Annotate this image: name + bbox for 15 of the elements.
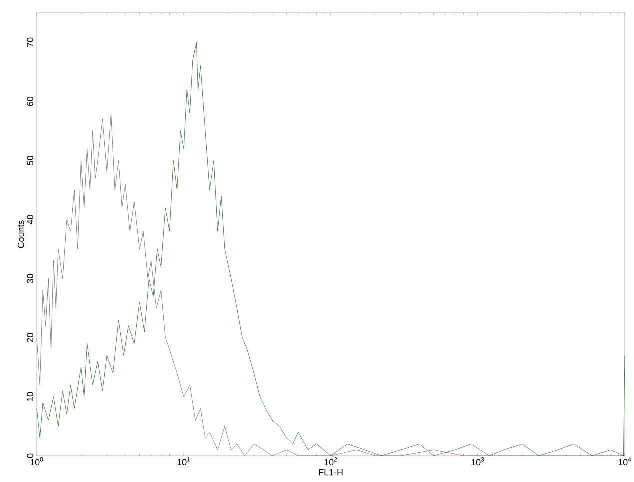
y-tick-label: 20 <box>27 333 34 342</box>
y-tick-label: 10 <box>27 392 34 402</box>
y-axis-title: Counts <box>18 220 24 248</box>
y-tick-label: 30 <box>27 274 34 284</box>
x-axis-title: FL1-H <box>319 469 343 476</box>
y-tick-label: 60 <box>27 96 34 106</box>
y-tick-label: 70 <box>27 38 34 48</box>
x-tick-label: 10$^{3}$ <box>472 458 484 466</box>
x-tick-label: 10$^{2}$ <box>324 458 338 466</box>
x-tick-label: 10$^{4}$ <box>618 458 632 466</box>
x-tick-label: 10$^{0}$ <box>30 458 44 466</box>
y-tick-label: 40 <box>27 215 34 225</box>
x-tick-label: 10$^{1}$ <box>178 458 190 466</box>
y-tick-label: 50 <box>27 156 34 166</box>
y-tick-label: 0 <box>27 454 34 458</box>
